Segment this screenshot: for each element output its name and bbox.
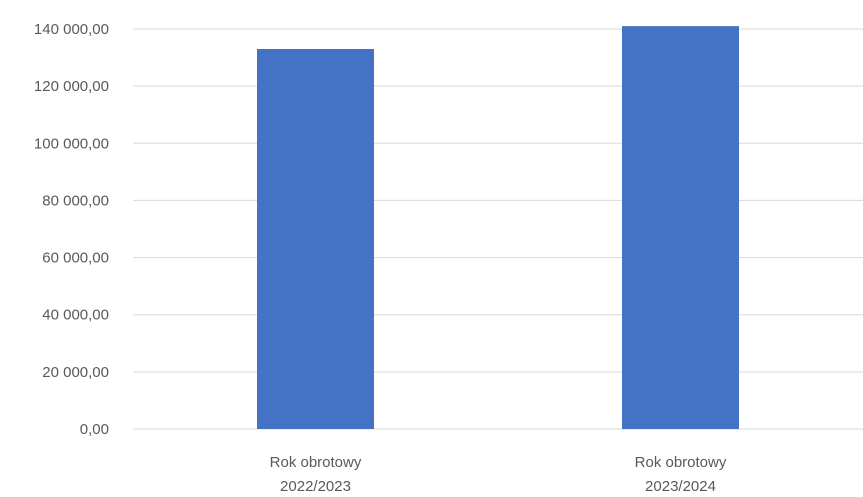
y-tick-label: 80 000,00 [42, 192, 109, 209]
x-tick-label: 2022/2023 [280, 478, 351, 492]
x-tick-label: 2023/2024 [645, 478, 716, 492]
x-tick-label: Rok obrotowy [270, 454, 362, 471]
y-tick-label: 120 000,00 [34, 78, 109, 95]
y-tick-label: 40 000,00 [42, 307, 109, 324]
bar [622, 26, 739, 430]
bar [257, 49, 374, 429]
y-tick-label: 100 000,00 [34, 135, 109, 152]
y-tick-label: 60 000,00 [42, 250, 109, 267]
y-tick-label: 0,00 [80, 421, 109, 438]
x-axis-tick-labels: Rok obrotowy 2022/2023 Rok obrotowy 2023/20… [270, 454, 727, 495]
y-axis-tick-labels: 0,00 20 000,00 40 000,00 60 000,00 80 000,00… [34, 21, 109, 438]
y-tick-label: 140 000,00 [34, 21, 109, 38]
x-tick-label: Rok obrotowy [635, 454, 727, 471]
y-tick-label: 20 000,00 [42, 364, 109, 381]
bars [257, 26, 739, 430]
gridlines [133, 28, 863, 430]
